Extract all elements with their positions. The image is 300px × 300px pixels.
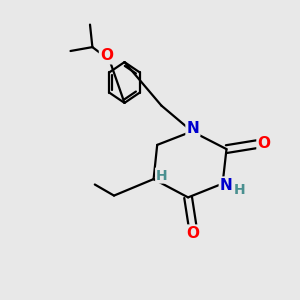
Text: O: O xyxy=(257,136,271,151)
Text: O: O xyxy=(187,226,200,241)
Text: N: N xyxy=(220,178,233,193)
Text: H: H xyxy=(234,183,245,196)
Text: N: N xyxy=(187,121,199,136)
Text: H: H xyxy=(156,169,168,182)
Text: O: O xyxy=(100,48,113,63)
